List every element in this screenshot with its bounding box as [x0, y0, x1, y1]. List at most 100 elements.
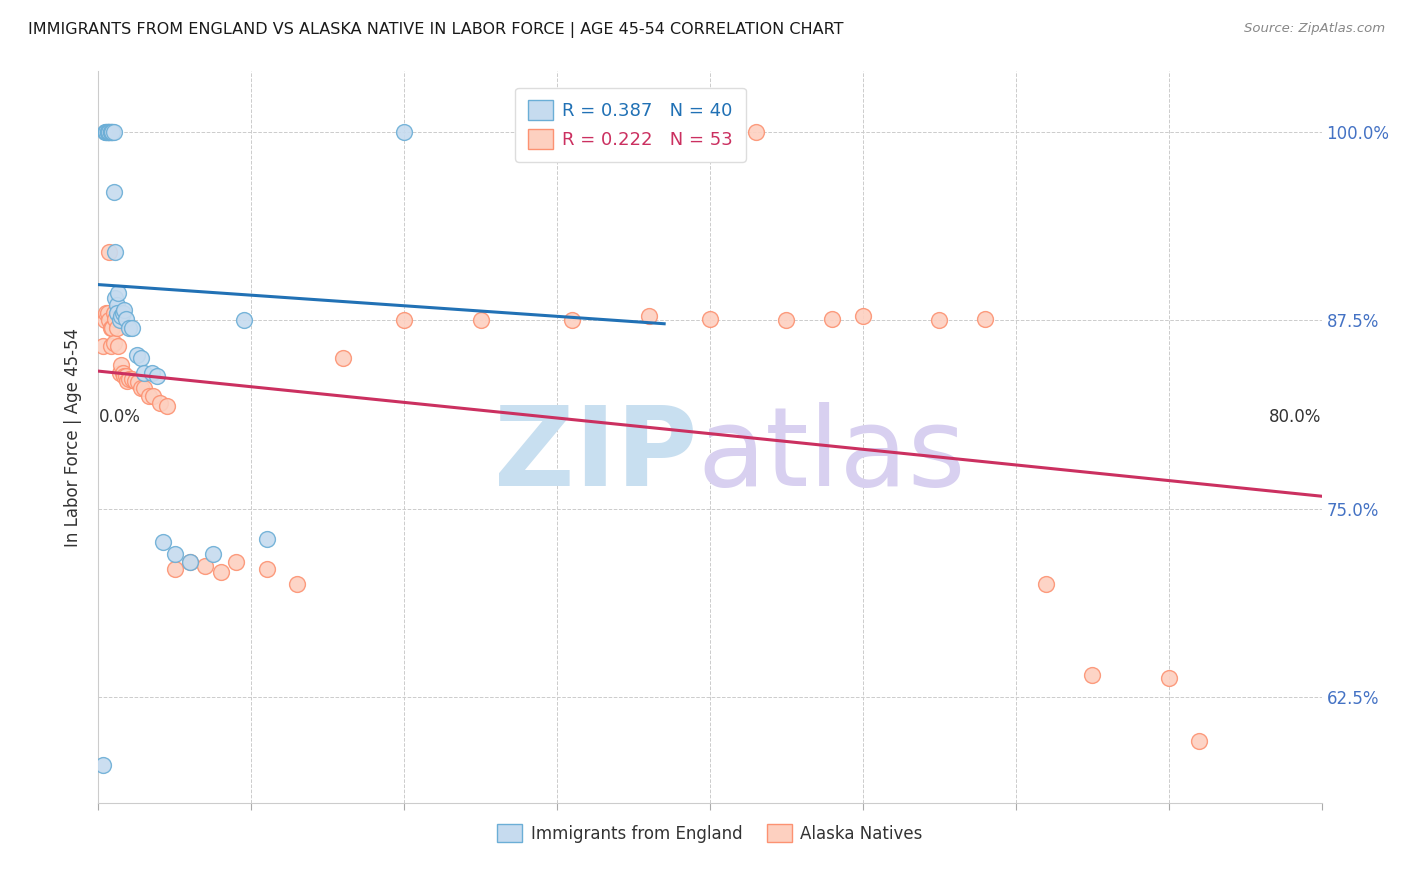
- Point: [107, 286, 129, 301]
- Point: [100, 320, 122, 334]
- Point: [1035, 577, 1057, 591]
- Point: [98, 125, 121, 139]
- Point: [125, 348, 148, 362]
- Point: [115, 369, 138, 384]
- Point: [974, 311, 997, 326]
- Point: [117, 374, 139, 388]
- Point: [98, 313, 121, 327]
- Point: [285, 577, 308, 591]
- Y-axis label: In Labor Force | Age 45-54: In Labor Force | Age 45-54: [65, 327, 83, 547]
- Point: [115, 311, 138, 326]
- Point: [104, 311, 127, 326]
- Point: [112, 369, 135, 384]
- Point: [97, 125, 120, 139]
- Point: [134, 381, 156, 395]
- Point: [127, 375, 149, 389]
- Point: [105, 298, 128, 312]
- Point: [561, 313, 583, 327]
- Point: [107, 339, 129, 353]
- Point: [97, 125, 120, 139]
- Text: Source: ZipAtlas.com: Source: ZipAtlas.com: [1244, 22, 1385, 36]
- Point: [1188, 734, 1211, 748]
- Point: [179, 554, 201, 568]
- Point: [93, 125, 115, 139]
- Point: [194, 559, 217, 574]
- Point: [142, 389, 165, 403]
- Point: [470, 313, 492, 327]
- Point: [104, 291, 127, 305]
- Point: [209, 565, 232, 579]
- Text: IMMIGRANTS FROM ENGLAND VS ALASKA NATIVE IN LABOR FORCE | AGE 45-54 CORRELATION : IMMIGRANTS FROM ENGLAND VS ALASKA NATIVE…: [28, 22, 844, 38]
- Point: [129, 351, 152, 365]
- Point: [103, 335, 125, 350]
- Point: [98, 125, 121, 139]
- Point: [149, 396, 172, 410]
- Point: [104, 245, 127, 260]
- Legend: Immigrants from England, Alaska Natives: Immigrants from England, Alaska Natives: [491, 818, 929, 849]
- Point: [1081, 667, 1104, 681]
- Point: [110, 359, 132, 373]
- Point: [101, 320, 124, 334]
- Text: 0.0%: 0.0%: [98, 408, 141, 425]
- Point: [928, 313, 950, 327]
- Point: [138, 389, 160, 403]
- Point: [561, 125, 583, 139]
- Point: [100, 125, 122, 139]
- Point: [256, 532, 278, 546]
- Point: [97, 306, 120, 320]
- Text: 80.0%: 80.0%: [1270, 408, 1322, 425]
- Point: [699, 311, 721, 326]
- Point: [1157, 671, 1180, 685]
- Point: [745, 125, 768, 139]
- Point: [98, 245, 121, 260]
- Point: [105, 320, 128, 334]
- Point: [103, 306, 125, 320]
- Point: [821, 311, 844, 326]
- Point: [108, 313, 131, 327]
- Point: [852, 309, 875, 323]
- Point: [91, 339, 114, 353]
- Point: [118, 320, 141, 334]
- Point: [94, 125, 117, 139]
- Point: [163, 547, 186, 561]
- Point: [100, 339, 122, 353]
- Point: [112, 302, 135, 317]
- Point: [332, 351, 354, 365]
- Point: [121, 372, 143, 386]
- Point: [775, 313, 797, 327]
- Point: [105, 306, 128, 320]
- Point: [103, 185, 125, 199]
- Point: [103, 125, 125, 139]
- Point: [124, 374, 146, 388]
- Point: [392, 313, 416, 327]
- Point: [101, 125, 124, 139]
- Text: atlas: atlas: [697, 402, 966, 508]
- Point: [134, 366, 156, 380]
- Point: [141, 366, 163, 380]
- Point: [94, 125, 117, 139]
- Point: [111, 306, 134, 320]
- Point: [121, 320, 143, 334]
- Point: [93, 313, 115, 327]
- Point: [100, 125, 122, 139]
- Point: [256, 562, 278, 576]
- Point: [637, 309, 661, 323]
- Point: [118, 372, 141, 386]
- Point: [152, 535, 174, 549]
- Point: [163, 562, 186, 576]
- Point: [111, 366, 134, 380]
- Point: [110, 309, 132, 323]
- Point: [101, 125, 124, 139]
- Point: [145, 369, 167, 384]
- Text: ZIP: ZIP: [495, 402, 697, 508]
- Point: [108, 366, 131, 380]
- Point: [156, 399, 179, 413]
- Point: [179, 554, 201, 568]
- Point: [392, 125, 416, 139]
- Point: [202, 547, 225, 561]
- Point: [97, 125, 120, 139]
- Point: [94, 306, 117, 320]
- Point: [225, 554, 247, 568]
- Point: [91, 758, 114, 772]
- Point: [129, 381, 152, 395]
